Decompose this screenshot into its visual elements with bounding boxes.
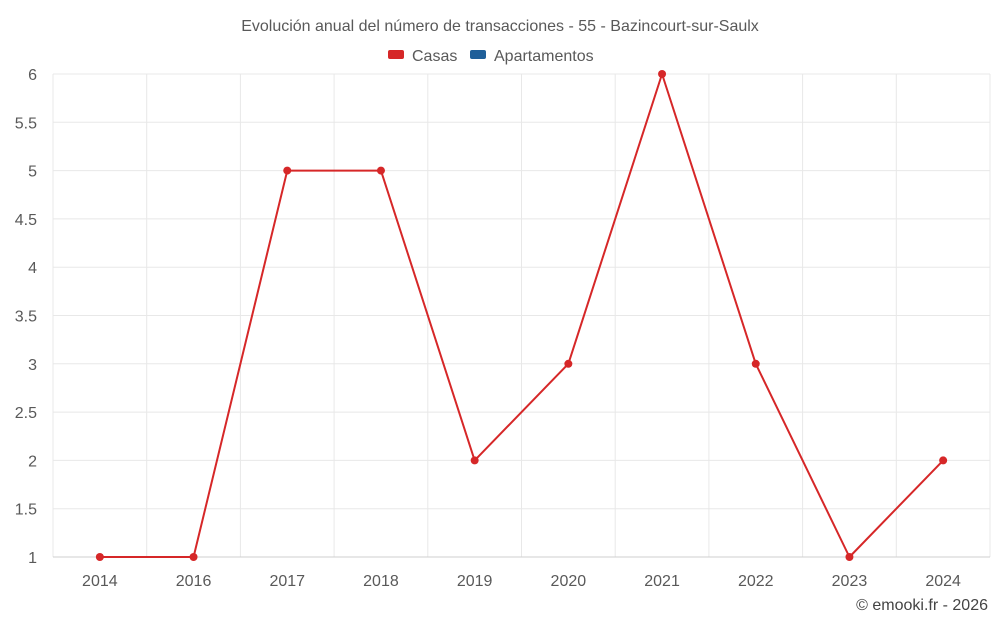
x-tick-label: 2020 <box>551 573 587 590</box>
y-tick-label: 5 <box>28 164 37 181</box>
credit-text: © emooki.fr - 2026 <box>856 597 988 614</box>
x-tick-label: 2014 <box>82 573 118 590</box>
data-point <box>189 553 198 561</box>
data-point <box>939 456 948 465</box>
series-line-casas <box>99 73 944 558</box>
y-tick-label: 1.5 <box>15 502 37 519</box>
legend-label-apartamentos: Apartamentos <box>494 48 594 65</box>
legend-item-casas[interactable]: Casas <box>388 48 457 65</box>
y-tick-label: 2.5 <box>15 405 37 422</box>
data-point <box>95 553 104 561</box>
legend-item-apartamentos[interactable]: Apartamentos <box>470 48 594 65</box>
y-tick-label: 3 <box>28 357 37 374</box>
x-tick-label: 2022 <box>738 573 774 590</box>
data-point <box>376 166 385 175</box>
y-tick-label: 4.5 <box>15 212 37 229</box>
y-tick-label: 4 <box>28 260 37 277</box>
x-tick-label: 2023 <box>832 573 868 590</box>
y-tick-label: 2 <box>28 453 37 470</box>
data-point <box>283 166 292 175</box>
y-tick-labels: 1 1.5 2 2.5 3 3.5 4 4.5 5 5.5 6 <box>15 67 37 567</box>
data-point <box>845 553 854 561</box>
data-point <box>751 359 760 368</box>
y-tick-label: 5.5 <box>15 115 37 132</box>
chart-title: Evolución anual del número de transaccio… <box>241 18 759 35</box>
x-tick-label: 2018 <box>363 573 399 590</box>
data-point <box>470 456 479 465</box>
grid <box>52 73 991 557</box>
legend-swatch-casas <box>388 50 404 59</box>
x-tick-label: 2016 <box>176 573 212 590</box>
legend-label-casas: Casas <box>412 48 457 65</box>
y-tick-label: 3.5 <box>15 309 37 326</box>
x-tick-label: 2017 <box>269 573 305 590</box>
x-tick-label: 2019 <box>457 573 493 590</box>
x-tick-label: 2021 <box>644 573 680 590</box>
y-tick-label: 1 <box>28 550 37 567</box>
legend: Casas Apartamentos <box>388 48 594 65</box>
legend-swatch-apartamentos <box>470 50 486 59</box>
data-point <box>564 359 573 368</box>
data-point <box>658 70 667 78</box>
series <box>95 70 948 561</box>
x-tick-labels: 2014 2016 2017 2018 2019 2020 2021 2022 2023 2024 <box>82 573 961 590</box>
x-tick-label: 2024 <box>925 573 961 590</box>
y-tick-label: 6 <box>28 67 37 84</box>
